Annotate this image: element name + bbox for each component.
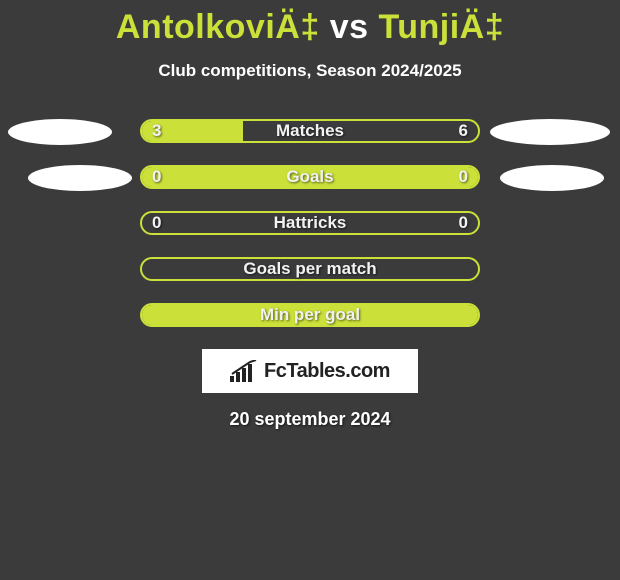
fctables-icon bbox=[230, 360, 258, 382]
page-title: AntolkoviÄ‡ vs TunjiÄ‡ bbox=[0, 0, 620, 47]
player-left-name: AntolkoviÄ‡ bbox=[116, 8, 320, 46]
bar-track bbox=[140, 165, 480, 189]
bar-track bbox=[140, 303, 480, 327]
comparison-chart: Matches36 Goals00 Hattricks00 Goals per mat… bbox=[0, 119, 620, 327]
player-right-name: TunjiÄ‡ bbox=[378, 8, 504, 46]
logo-box: FcTables.com bbox=[202, 349, 418, 393]
bar-track bbox=[140, 119, 480, 143]
stat-row: Hattricks00 bbox=[0, 211, 620, 235]
stat-row: Min per goal bbox=[0, 303, 620, 327]
bar-track bbox=[140, 257, 480, 281]
subtitle: Club competitions, Season 2024/2025 bbox=[0, 61, 620, 81]
bar-left-fill bbox=[142, 167, 478, 187]
vs-text: vs bbox=[330, 8, 369, 46]
stat-row: Goals per match bbox=[0, 257, 620, 281]
bar-track bbox=[140, 211, 480, 235]
stat-row: Matches36 bbox=[0, 119, 620, 143]
stat-row: Goals00 bbox=[0, 165, 620, 189]
bar-left-fill bbox=[142, 305, 478, 325]
logo-text: FcTables.com bbox=[264, 360, 390, 383]
bar-right-fill bbox=[243, 121, 478, 141]
date-text: 20 september 2024 bbox=[0, 409, 620, 430]
bar-left-fill bbox=[142, 121, 243, 141]
